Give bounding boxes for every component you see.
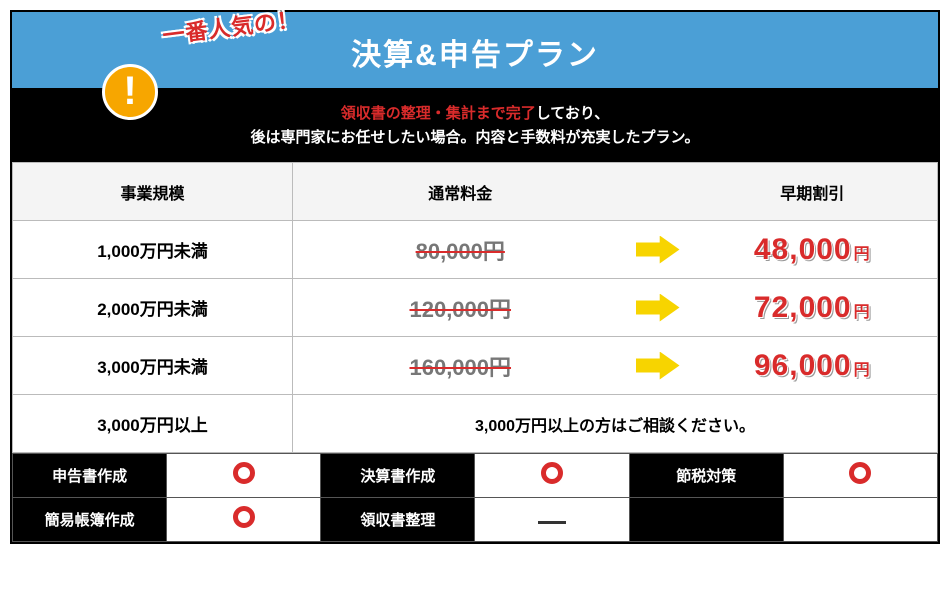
- arrow-icon: [636, 236, 680, 264]
- feature-label: 申告書作成: [13, 454, 167, 498]
- consult-note: 3,000万円以上の方はご相談ください。: [293, 395, 938, 453]
- table-row-over: 3,000万円以上 3,000万円以上の方はご相談ください。: [13, 395, 938, 453]
- regular-price-cell: 80,000円: [293, 221, 628, 279]
- feature-value: [167, 498, 321, 542]
- table-row: 1,000万円未満 80,000円 48,000円: [13, 221, 938, 279]
- table-header-row: 事業規模 通常料金 早期割引: [13, 163, 938, 221]
- feature-label: 領収書整理: [321, 498, 475, 542]
- price-table: 事業規模 通常料金 早期割引 1,000万円未満 80,000円 48,000円…: [12, 162, 938, 453]
- feature-value: [167, 454, 321, 498]
- desc-line2: 後は専門家にお任せしたい場合。内容と手数料が充実したプラン。: [12, 126, 938, 150]
- pricing-card: 一番人気の！ 決算&申告プラン ! 領収書の整理・集計まで完了しており、 後は専…: [10, 10, 940, 544]
- circle-icon: [541, 462, 563, 484]
- description-bar: ! 領収書の整理・集計まで完了しており、 後は専門家にお任せしたい場合。内容と手…: [12, 88, 938, 162]
- regular-price-cell: 160,000円: [293, 337, 628, 395]
- circle-icon: [233, 462, 255, 484]
- circle-icon: [233, 506, 255, 528]
- scale-cell: 1,000万円未満: [13, 221, 293, 279]
- col-regular-header: 通常料金: [293, 163, 628, 221]
- header-title: 決算&申告プラン: [12, 30, 938, 74]
- features-table: 申告書作成 決算書作成 節税対策 簡易帳簿作成 領収書整理: [12, 453, 938, 542]
- feature-label: [629, 498, 783, 542]
- regular-price-cell: 120,000円: [293, 279, 628, 337]
- feature-label: 決算書作成: [321, 454, 475, 498]
- col-discount-header: 早期割引: [688, 163, 938, 221]
- arrow-icon: [636, 294, 680, 322]
- scale-cell: 2,000万円未満: [13, 279, 293, 337]
- desc-highlight: 領収書の整理・集計まで完了: [341, 105, 536, 122]
- feature-value: [783, 498, 937, 542]
- table-row: 3,000万円未満 160,000円 96,000円: [13, 337, 938, 395]
- table-row: 2,000万円未満 120,000円 72,000円: [13, 279, 938, 337]
- discount-price-cell: 48,000円: [688, 221, 938, 279]
- dash-icon: [538, 521, 566, 524]
- discount-price-cell: 72,000円: [688, 279, 938, 337]
- circle-icon: [849, 462, 871, 484]
- discount-price-cell: 96,000円: [688, 337, 938, 395]
- feature-value: [475, 498, 629, 542]
- desc-suffix: しており、: [536, 105, 610, 122]
- scale-cell: 3,000万円未満: [13, 337, 293, 395]
- arrow-icon: [636, 352, 680, 380]
- feature-value: [475, 454, 629, 498]
- feature-label: 簡易帳簿作成: [13, 498, 167, 542]
- col-scale-header: 事業規模: [13, 163, 293, 221]
- feature-label: 節税対策: [629, 454, 783, 498]
- exclamation-icon: !: [102, 64, 158, 120]
- feature-value: [783, 454, 937, 498]
- scale-cell: 3,000万円以上: [13, 395, 293, 453]
